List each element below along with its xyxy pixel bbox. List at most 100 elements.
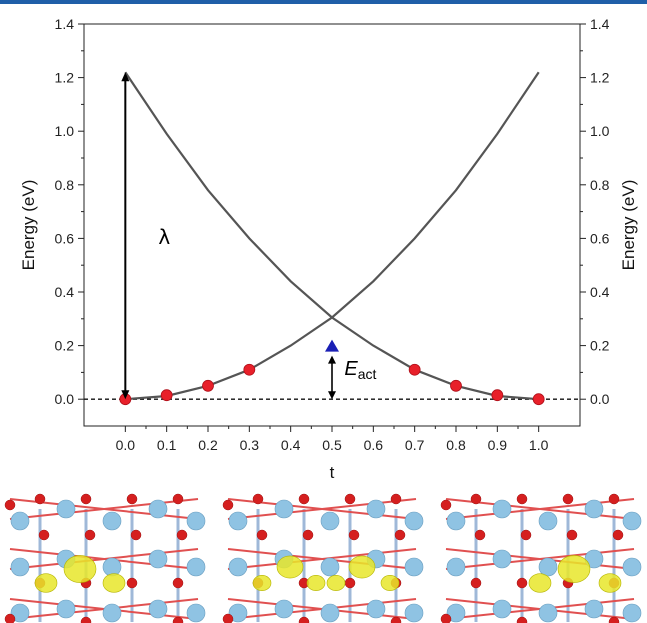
- o-atom: [520, 529, 532, 541]
- ti-atom: [492, 599, 512, 619]
- charge-lobe: [557, 555, 591, 583]
- o-atom: [172, 616, 184, 623]
- ti-atom: [446, 511, 466, 531]
- ti-atom: [186, 603, 206, 623]
- o-atom: [516, 577, 528, 589]
- bond: [445, 548, 635, 570]
- o-atom: [126, 493, 138, 505]
- panel-initial-state: [4, 493, 206, 623]
- ti-atom: [274, 499, 294, 519]
- o-atom: [84, 529, 96, 541]
- charge-lobe: [528, 573, 552, 593]
- energy-point: [408, 363, 421, 376]
- o-atom: [222, 613, 234, 623]
- o-atom: [4, 613, 16, 623]
- x-axis: 0.0 0.1 0.2 0.3 0.4 0.5 0.6 0.7 0.8 0.9 1.0: [116, 426, 549, 453]
- y-tick-label-right: 0.4: [590, 284, 610, 300]
- ti-atom: [186, 557, 206, 577]
- ti-atom: [622, 557, 642, 577]
- y-axis-right: 0.0 0.2 0.4 0.6 0.8 1.0 1.2 1.4: [580, 16, 610, 407]
- o-atom: [562, 493, 574, 505]
- x-tick-label: 0.8: [446, 437, 466, 453]
- ti-atom: [148, 549, 168, 569]
- y-tick-label-right: 1.4: [590, 16, 610, 32]
- x-tick-label: 0.1: [157, 437, 177, 453]
- ti-atom: [404, 603, 424, 623]
- ti-atom: [492, 499, 512, 519]
- charge-lobe: [34, 573, 58, 593]
- ti-atom: [186, 511, 206, 531]
- charge-lobe: [326, 575, 346, 591]
- ti-atom: [320, 603, 340, 623]
- o-atom: [80, 616, 92, 623]
- panel-final-state: [440, 493, 642, 623]
- ti-atom: [102, 557, 122, 577]
- o-atom: [252, 493, 264, 505]
- bond: [9, 548, 199, 570]
- o-atom: [172, 577, 184, 589]
- eact-label: Eact: [344, 358, 376, 382]
- ti-atom: [584, 499, 604, 519]
- ti-atom: [56, 499, 76, 519]
- eact-arrow-head-top: [328, 355, 336, 364]
- y-tick-label-right: 0.6: [590, 230, 610, 246]
- ti-atom: [56, 599, 76, 619]
- o-atom: [608, 493, 620, 505]
- y-tick-label-left: 0.2: [55, 338, 75, 354]
- x-axis-title: t: [330, 463, 335, 482]
- x-tick-label: 0.4: [281, 437, 301, 453]
- ti-atom: [404, 511, 424, 531]
- ti-atom: [320, 511, 340, 531]
- ti-atom: [320, 557, 340, 577]
- energy-point: [243, 363, 256, 376]
- charge-lobe: [63, 555, 97, 583]
- o-atom: [470, 493, 482, 505]
- o-atom: [612, 529, 624, 541]
- lambda-arrow-head-bottom: [121, 390, 130, 400]
- energy-curve-1: [125, 71, 540, 401]
- o-atom: [344, 577, 356, 589]
- ti-atom: [404, 557, 424, 577]
- y-tick-label-right: 1.2: [590, 70, 610, 86]
- x-tick-label: 0.3: [240, 437, 260, 453]
- charge-lobe: [276, 555, 304, 579]
- ti-atom: [446, 557, 466, 577]
- o-atom: [608, 616, 620, 623]
- ti-atom: [446, 603, 466, 623]
- o-atom: [566, 529, 578, 541]
- energy-chart: 0.0 0.2 0.4 0.6 0.8 1.0 1.2 1.4 0.0 0.2 0.4 0.6 0.8…: [19, 16, 638, 482]
- ti-atom: [10, 511, 30, 531]
- o-atom: [34, 493, 46, 505]
- o-atom: [80, 493, 92, 505]
- ti-atom: [228, 557, 248, 577]
- x-tick-label: 0.7: [405, 437, 425, 453]
- x-tick-label: 0.9: [488, 437, 508, 453]
- o-atom: [516, 493, 528, 505]
- top-accent-bar: [0, 0, 647, 4]
- eact-arrow-head-bottom: [328, 391, 336, 400]
- lambda-arrow-head-top: [121, 72, 130, 82]
- ti-atom: [584, 599, 604, 619]
- o-atom: [126, 577, 138, 589]
- annotations: λ Eact: [121, 72, 377, 400]
- y-tick-label-left: 0.8: [55, 177, 75, 193]
- charge-lobe: [306, 575, 326, 591]
- ti-atom: [622, 603, 642, 623]
- transition-state-marker: [325, 339, 339, 352]
- y-tick-label-left: 1.4: [55, 16, 75, 32]
- charge-lobe: [598, 573, 622, 593]
- panel-transition-state: [222, 493, 424, 623]
- energy-point: [491, 389, 504, 402]
- charge-lobe: [348, 555, 376, 579]
- y-tick-label-left: 1.0: [55, 123, 75, 139]
- ti-atom: [538, 557, 558, 577]
- ti-atom: [102, 511, 122, 531]
- o-atom: [4, 499, 16, 511]
- energy-point: [532, 393, 545, 406]
- x-tick-label: 1.0: [529, 437, 549, 453]
- o-atom: [390, 493, 402, 505]
- ti-atom: [366, 499, 386, 519]
- y-tick-label-right: 0.2: [590, 338, 610, 354]
- energy-point: [450, 379, 462, 392]
- lambda-label: λ: [158, 225, 170, 249]
